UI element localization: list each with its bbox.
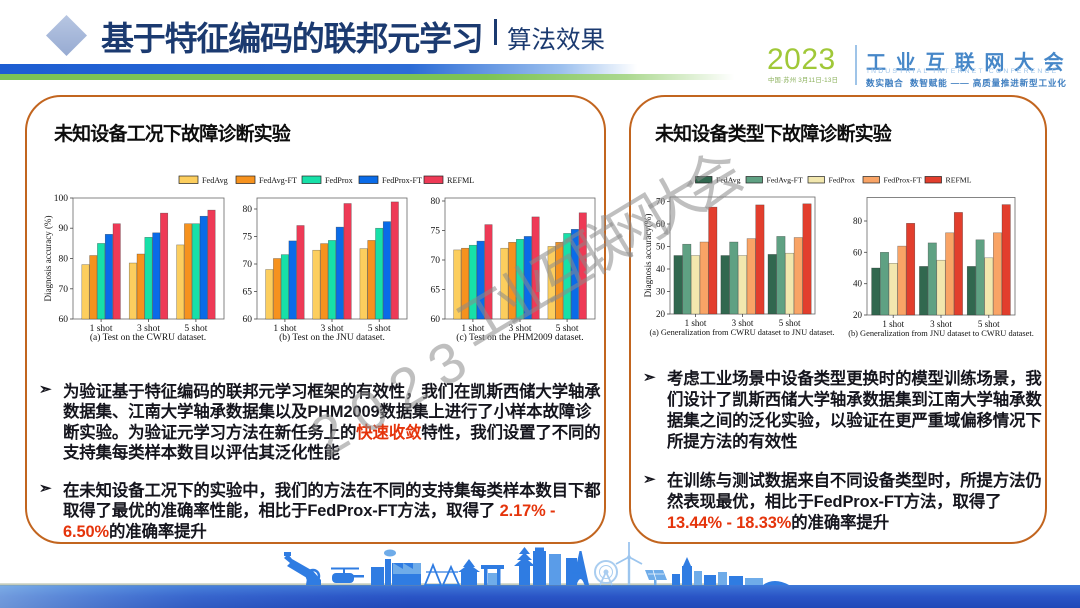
svg-text:2023工业互联网大会: 2023工业互联网大会 <box>289 140 762 470</box>
svg-text:60: 60 <box>656 219 666 229</box>
svg-text:1 shot: 1 shot <box>882 319 904 329</box>
svg-text:60: 60 <box>243 315 253 325</box>
svg-text:100: 100 <box>54 194 69 204</box>
svg-text:20: 20 <box>853 310 863 320</box>
svg-text:80: 80 <box>59 255 69 265</box>
svg-text:3 shot: 3 shot <box>930 319 952 329</box>
svg-text:(c) Test on the PHM2009 datase: (c) Test on the PHM2009 dataset. <box>456 332 583 343</box>
svg-text:(b) Test on the JNU dataset.: (b) Test on the JNU dataset. <box>279 332 385 343</box>
svg-text:60: 60 <box>853 247 863 257</box>
svg-text:80: 80 <box>853 216 863 226</box>
svg-text:(a) Test on the CWRU dataset.: (a) Test on the CWRU dataset. <box>90 332 206 343</box>
svg-text:Diagnosis accuracy (%): Diagnosis accuracy (%) <box>43 216 53 302</box>
svg-text:3 shot: 3 shot <box>137 324 160 334</box>
svg-text:5 shot: 5 shot <box>184 324 207 334</box>
svg-text:3 shot: 3 shot <box>732 318 754 328</box>
svg-text:75: 75 <box>243 233 253 243</box>
svg-text:60: 60 <box>431 315 441 325</box>
svg-text:70: 70 <box>59 285 69 295</box>
svg-text:20: 20 <box>656 309 666 319</box>
svg-text:5 shot: 5 shot <box>779 318 801 328</box>
svg-text:(b) Generalization from JNU da: (b) Generalization from JNU dataset to C… <box>848 329 1034 338</box>
svg-text:40: 40 <box>656 264 666 274</box>
svg-text:1 shot: 1 shot <box>273 324 296 334</box>
svg-text:FedAvg: FedAvg <box>202 176 228 185</box>
svg-text:65: 65 <box>243 288 253 298</box>
svg-text:FedProx: FedProx <box>325 176 353 185</box>
svg-text:70: 70 <box>656 197 666 207</box>
svg-text:REFML: REFML <box>946 176 972 185</box>
svg-text:Diagnosis accuracy(%): Diagnosis accuracy(%) <box>643 214 653 298</box>
svg-text:1 shot: 1 shot <box>90 324 113 334</box>
svg-text:1 shot: 1 shot <box>685 318 707 328</box>
svg-text:(a) Generalization from CWRU d: (a) Generalization from CWRU dataset to … <box>649 328 834 337</box>
svg-text:75: 75 <box>431 227 441 237</box>
svg-text:FedProx-FT: FedProx-FT <box>382 176 422 185</box>
svg-text:5 shot: 5 shot <box>978 319 1000 329</box>
svg-text:FedAvg: FedAvg <box>716 176 741 185</box>
svg-text:40: 40 <box>853 279 863 289</box>
svg-text:50: 50 <box>656 242 666 252</box>
svg-text:FedProx: FedProx <box>829 176 856 185</box>
svg-text:80: 80 <box>243 205 253 215</box>
svg-text:5 shot: 5 shot <box>368 324 391 334</box>
svg-text:1 shot: 1 shot <box>461 324 484 334</box>
svg-text:FedProx-FT: FedProx-FT <box>884 176 922 185</box>
svg-text:3 shot: 3 shot <box>321 324 344 334</box>
svg-text:70: 70 <box>431 256 441 266</box>
svg-text:FedAvg-FT: FedAvg-FT <box>259 176 297 185</box>
svg-text:65: 65 <box>431 286 441 296</box>
svg-text:70: 70 <box>243 260 253 270</box>
svg-text:5 shot: 5 shot <box>556 324 579 334</box>
svg-text:80: 80 <box>431 197 441 207</box>
svg-text:60: 60 <box>59 315 69 325</box>
svg-text:FedAvg-FT: FedAvg-FT <box>767 176 803 185</box>
svg-text:3 shot: 3 shot <box>509 324 532 334</box>
svg-text:30: 30 <box>656 287 666 297</box>
svg-text:REFML: REFML <box>447 176 474 185</box>
svg-text:90: 90 <box>59 224 69 234</box>
